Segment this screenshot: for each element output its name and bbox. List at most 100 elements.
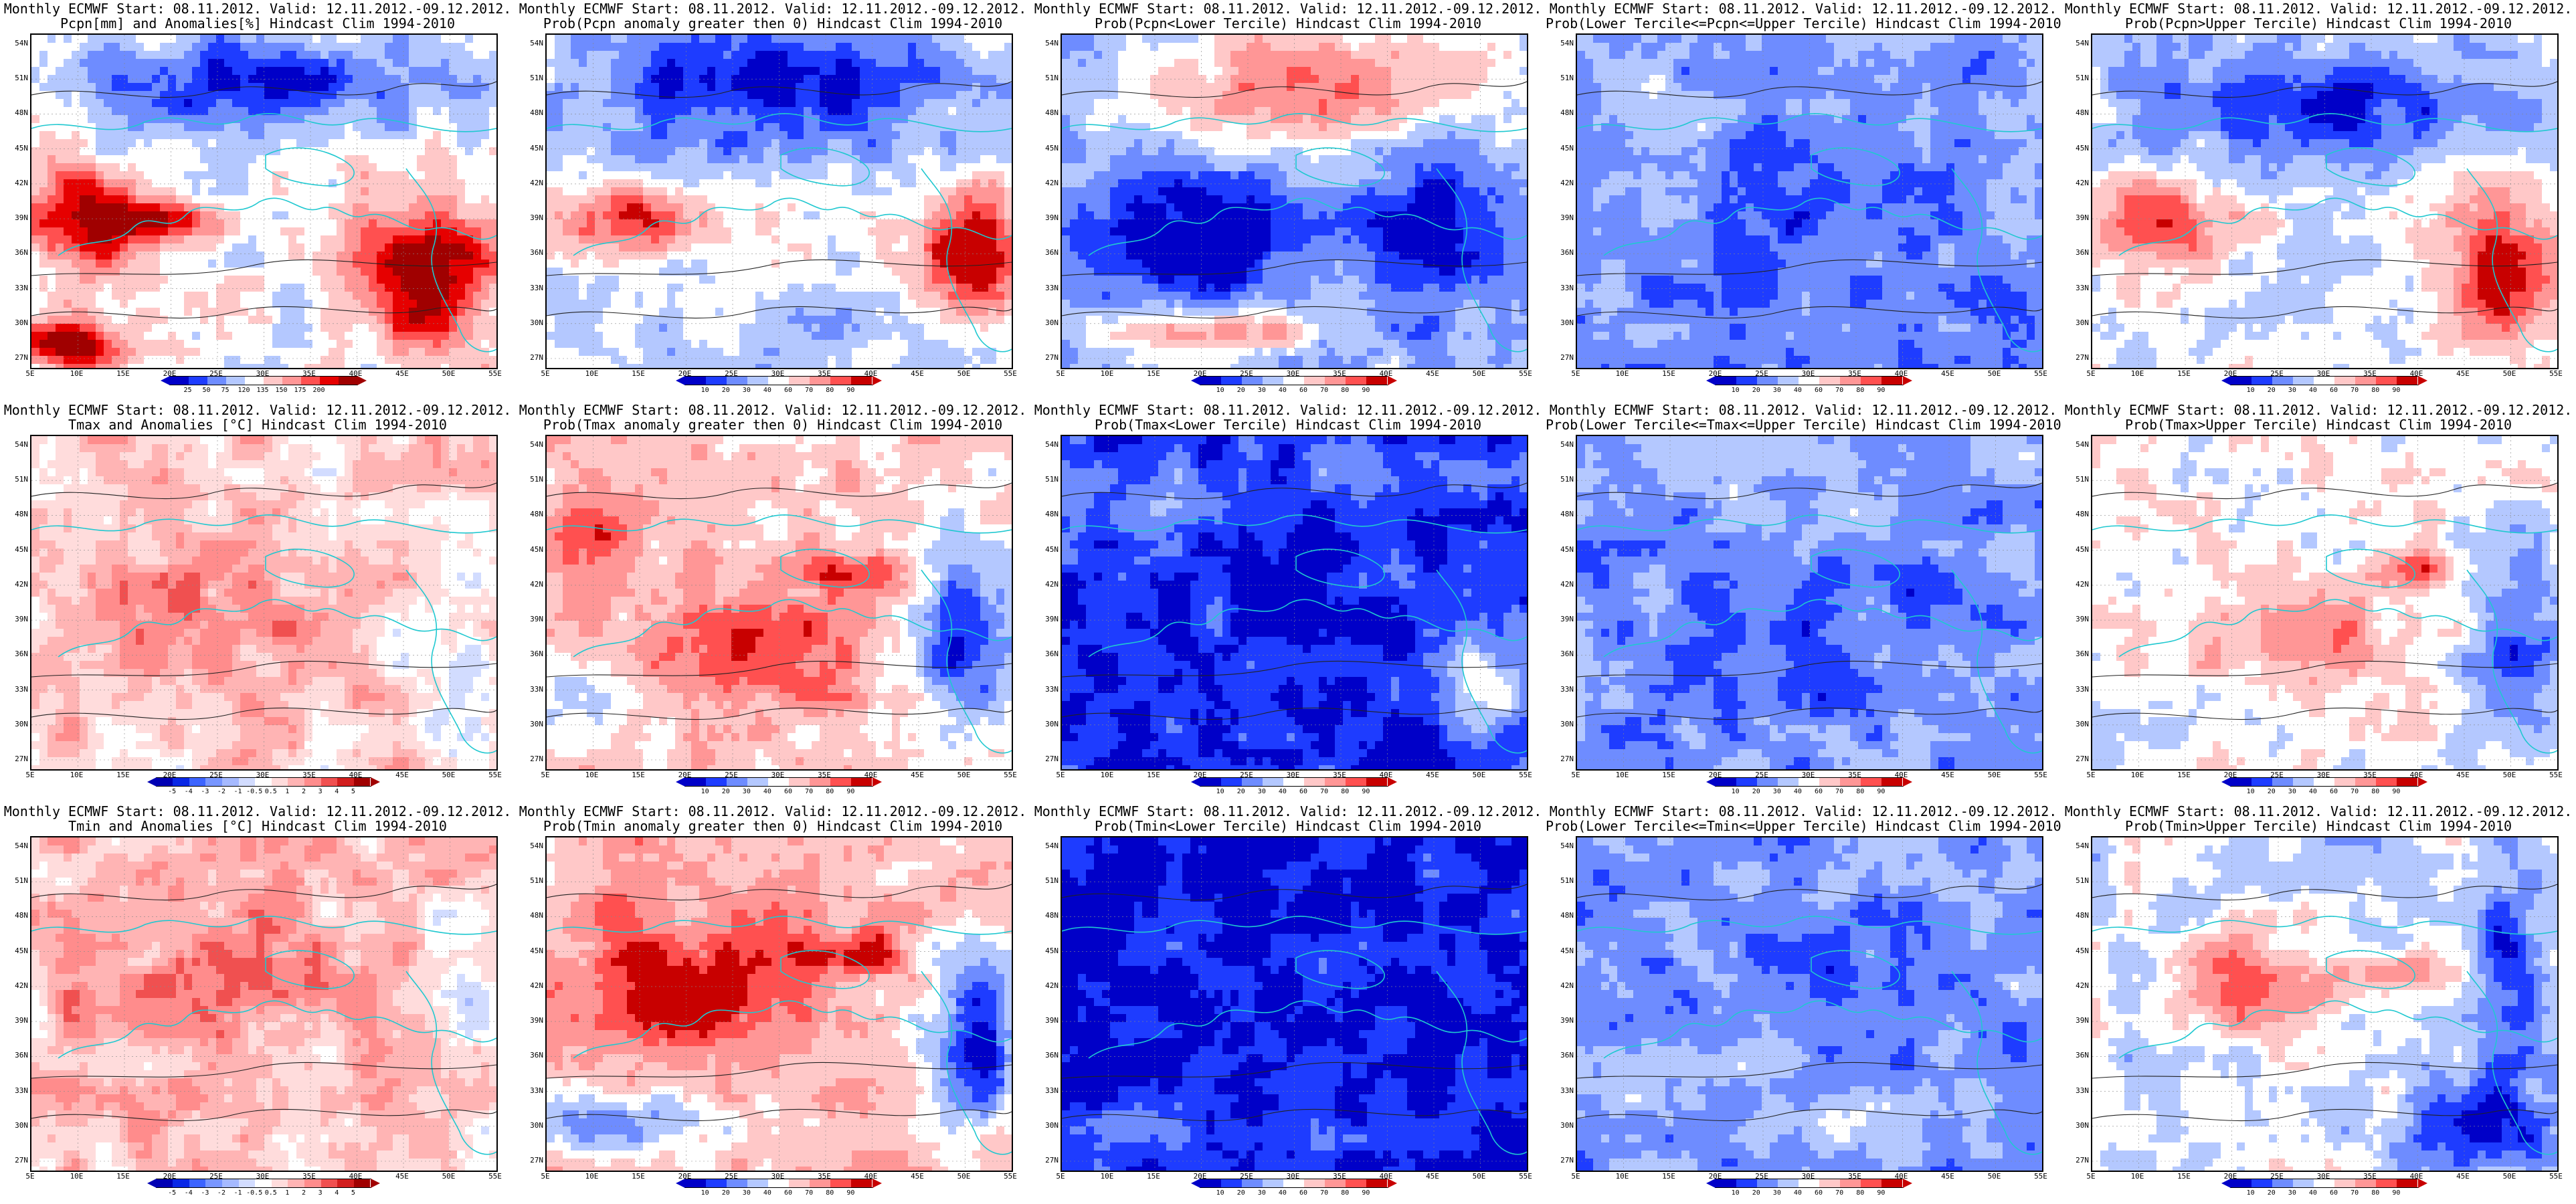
field-shading	[1062, 837, 1527, 1171]
panel-header-line: Monthly ECMWF Start: 08.11.2012. Valid: …	[2065, 1, 2573, 17]
colorbar-segment	[156, 1179, 173, 1187]
colorbar-segment	[1715, 1179, 1736, 1187]
longitude-label: 55E	[1512, 369, 1539, 378]
longitude-label: 5E	[532, 1172, 559, 1181]
longitude-label: 15E	[1655, 771, 1682, 779]
latitude-label: 33N	[1036, 284, 1059, 292]
colorbar-segment	[1283, 1179, 1305, 1187]
colorbar-segment	[282, 377, 301, 385]
panel-header-line: Monthly ECMWF Start: 08.11.2012. Valid: …	[1550, 803, 2057, 819]
longitude-label: 55E	[482, 1172, 509, 1181]
longitude-label: 5E	[2078, 771, 2104, 779]
panel-header-line: Monthly ECMWF Start: 08.11.2012. Valid: …	[1550, 1, 2057, 17]
longitude-label: 55E	[997, 1172, 1024, 1181]
colorbar-segment	[1736, 377, 1757, 385]
longitude-label: 45E	[389, 1172, 416, 1181]
forecast-panel: Monthly ECMWF Start: 08.11.2012. Valid: …	[1546, 0, 2061, 401]
colorbar-tick-label: 20	[713, 788, 739, 795]
colorbar	[675, 376, 882, 385]
colorbar-tick-label: 30	[1249, 788, 1275, 795]
colorbar-tick-label: 40	[1784, 1189, 1811, 1197]
longitude-label: 5E	[1562, 369, 1589, 378]
field-shading	[31, 837, 496, 1171]
colorbar-tick-label: 150	[268, 387, 295, 394]
colorbar-arrow-right	[1387, 777, 1397, 787]
colorbar-segment	[288, 1179, 304, 1187]
latitude-label: 33N	[521, 685, 543, 694]
longitude-label: 45E	[389, 771, 416, 779]
colorbar-tick-label: 30	[1249, 387, 1275, 394]
latitude-label: 45N	[521, 144, 543, 153]
longitude-label: 30E	[250, 771, 276, 779]
colorbar-segment	[1881, 778, 1903, 786]
colorbar-tick-label: -4	[175, 788, 202, 795]
forecast-map	[1061, 435, 1528, 771]
latitude-label: 54N	[5, 440, 28, 449]
colorbar-tick-label: -1	[225, 1189, 252, 1197]
longitude-label: 30E	[250, 1172, 276, 1181]
colorbar-segment	[255, 1179, 272, 1187]
longitude-label: 15E	[625, 771, 652, 779]
longitude-label: 50E	[436, 1172, 462, 1181]
panel-title: Monthly ECMWF Start: 08.11.2012. Valid: …	[515, 403, 1030, 432]
longitude-label: 15E	[110, 771, 136, 779]
longitude-label: 30E	[1795, 1172, 1822, 1181]
latitude-label: 27N	[521, 755, 543, 763]
longitude-label: 45E	[904, 771, 931, 779]
longitude-label: 25E	[718, 1172, 745, 1181]
colorbar-tick-label: 10	[1722, 788, 1749, 795]
longitude-label: 40E	[2403, 1172, 2430, 1181]
longitude-label: 45E	[1934, 771, 1961, 779]
longitude-label: 35E	[1326, 369, 1353, 378]
longitude-label: 40E	[2403, 771, 2430, 779]
colorbar-tick-label: 5	[340, 1189, 367, 1197]
colorbar-segment	[1798, 778, 1820, 786]
longitude-label: 35E	[296, 1172, 323, 1181]
panel-title: Monthly ECMWF Start: 08.11.2012. Valid: …	[0, 1, 515, 31]
latitude-label: 51N	[1036, 475, 1059, 484]
longitude-label: 15E	[1140, 369, 1167, 378]
colorbar-segment	[2292, 377, 2314, 385]
panel-header-line: Monthly ECMWF Start: 08.11.2012. Valid: …	[4, 803, 512, 819]
colorbar-segment	[1798, 1179, 1820, 1187]
latitude-label: 45N	[521, 946, 543, 955]
latitude-label: 39N	[2066, 615, 2089, 623]
field-shading	[547, 436, 1012, 769]
longitude-label: 15E	[110, 1172, 136, 1181]
panel-header-line: Monthly ECMWF Start: 08.11.2012. Valid: …	[519, 1, 1027, 17]
colorbar-arrow-left	[147, 1179, 157, 1188]
latitude-label: 48N	[5, 911, 28, 920]
latitude-label: 45N	[1036, 946, 1059, 955]
field-shading	[1062, 436, 1527, 769]
latitude-label: 39N	[1551, 615, 1574, 623]
colorbar-segment	[767, 778, 790, 786]
colorbar-segment	[1798, 377, 1820, 385]
longitude-label: 20E	[157, 369, 183, 378]
panel-header-line: Monthly ECMWF Start: 08.11.2012. Valid: …	[4, 1, 512, 17]
colorbar-tick-label: 40	[754, 387, 781, 394]
field-shading	[1062, 35, 1527, 368]
colorbar-segment	[2376, 1179, 2397, 1187]
colorbar-tick-label: 20	[1743, 387, 1770, 394]
longitude-label: 35E	[1326, 1172, 1353, 1181]
latitude-label: 51N	[1551, 475, 1574, 484]
latitude-label: 48N	[521, 911, 543, 920]
latitude-label: 39N	[1036, 615, 1059, 623]
longitude-label: 30E	[1280, 1172, 1307, 1181]
panel-subtitle: Prob(Tmin anomaly greater then 0) Hindca…	[543, 818, 1002, 834]
panel-title: Monthly ECMWF Start: 08.11.2012. Valid: …	[1546, 1, 2061, 31]
colorbar-segment	[789, 377, 810, 385]
colorbar-tick-label: 80	[1331, 387, 1358, 394]
field-shading	[1577, 837, 2042, 1171]
field-shading	[2092, 436, 2557, 769]
colorbar-segment	[1756, 1179, 1778, 1187]
longitude-label: 50E	[951, 369, 978, 378]
colorbar	[1706, 376, 1912, 385]
colorbar-segment	[221, 1179, 239, 1187]
longitude-label: 15E	[625, 369, 652, 378]
colorbar-segment	[1736, 1179, 1757, 1187]
latitude-label: 36N	[5, 1051, 28, 1060]
panel-title: Monthly ECMWF Start: 08.11.2012. Valid: …	[515, 1, 1030, 31]
colorbar-tick-label: 40	[1784, 788, 1811, 795]
colorbar-tick-label: 40	[1269, 1189, 1296, 1197]
